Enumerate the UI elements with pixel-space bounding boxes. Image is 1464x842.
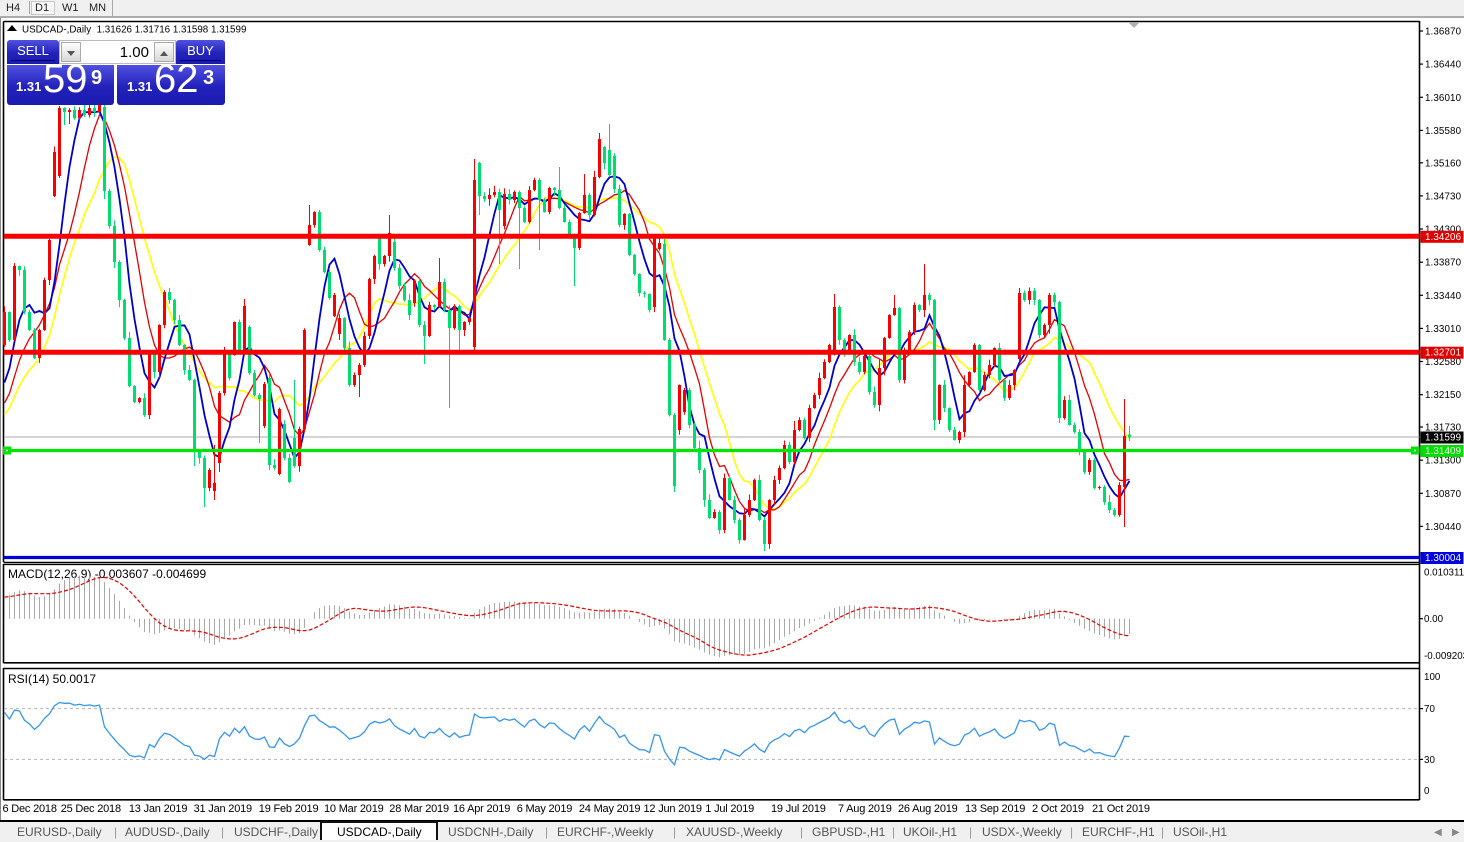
svg-text:-0.009203: -0.009203 (1424, 651, 1464, 662)
svg-text:21 Oct 2019: 21 Oct 2019 (1092, 803, 1150, 815)
svg-text:1.31409: 1.31409 (1425, 446, 1461, 457)
svg-text:0.010311: 0.010311 (1424, 568, 1464, 579)
svg-text:1.30870: 1.30870 (1425, 489, 1462, 500)
svg-text:1.32580: 1.32580 (1425, 357, 1462, 368)
svg-text:1.36440: 1.36440 (1425, 60, 1462, 71)
svg-text:19 Feb 2019: 19 Feb 2019 (259, 803, 319, 815)
svg-text:1.30004: 1.30004 (1425, 553, 1462, 564)
svg-text:10 Mar 2019: 10 Mar 2019 (324, 803, 384, 815)
svg-text:1.30440: 1.30440 (1425, 522, 1462, 533)
svg-text:1.33870: 1.33870 (1425, 258, 1462, 269)
svg-text:1.33440: 1.33440 (1425, 291, 1462, 302)
svg-text:1.31599: 1.31599 (1425, 433, 1461, 444)
svg-text:13 Jan 2019: 13 Jan 2019 (129, 803, 187, 815)
svg-text:USDCAD-,Daily 1.31626 1.31716: USDCAD-,Daily 1.31626 1.31716 1.31598 1.… (22, 25, 246, 36)
svg-text:1.31730: 1.31730 (1425, 423, 1462, 434)
svg-text:1.35580: 1.35580 (1425, 126, 1462, 137)
svg-text:MACD(12,26,9) -0.003607 -0.004: MACD(12,26,9) -0.003607 -0.004699 (8, 567, 206, 581)
svg-text:100: 100 (1424, 672, 1441, 683)
svg-text:1.34206: 1.34206 (1425, 232, 1462, 243)
svg-text:70: 70 (1424, 704, 1435, 715)
svg-text:16 Apr 2019: 16 Apr 2019 (453, 803, 510, 815)
svg-text:19 Jul 2019: 19 Jul 2019 (771, 803, 826, 815)
svg-text:1.33010: 1.33010 (1425, 324, 1462, 335)
svg-text:2 Oct 2019: 2 Oct 2019 (1032, 803, 1084, 815)
svg-text:6 Dec 2018: 6 Dec 2018 (3, 803, 57, 815)
svg-text:12 Jun 2019: 12 Jun 2019 (644, 803, 702, 815)
svg-text:RSI(14) 50.0017: RSI(14) 50.0017 (8, 672, 96, 686)
svg-text:1.34730: 1.34730 (1425, 191, 1462, 202)
svg-text:1.31300: 1.31300 (1425, 456, 1462, 467)
svg-text:26 Aug 2019: 26 Aug 2019 (898, 803, 958, 815)
svg-text:31 Jan 2019: 31 Jan 2019 (194, 803, 252, 815)
svg-text:24 May 2019: 24 May 2019 (579, 803, 640, 815)
svg-text:0.00: 0.00 (1424, 614, 1444, 625)
svg-text:13 Sep 2019: 13 Sep 2019 (965, 803, 1025, 815)
svg-text:0: 0 (1424, 786, 1430, 797)
svg-text:1.32150: 1.32150 (1425, 390, 1462, 401)
svg-text:1.36010: 1.36010 (1425, 93, 1462, 104)
svg-text:30: 30 (1424, 755, 1435, 766)
svg-text:28 Mar 2019: 28 Mar 2019 (389, 803, 449, 815)
svg-text:6 May 2019: 6 May 2019 (517, 803, 573, 815)
svg-text:1 Jul 2019: 1 Jul 2019 (705, 803, 754, 815)
svg-text:1.34300: 1.34300 (1425, 225, 1462, 236)
svg-text:1.32701: 1.32701 (1425, 348, 1461, 359)
svg-text:25 Dec 2018: 25 Dec 2018 (61, 803, 121, 815)
svg-text:7 Aug 2019: 7 Aug 2019 (838, 803, 892, 815)
svg-text:1.35160: 1.35160 (1425, 158, 1462, 169)
svg-text:1.36870: 1.36870 (1425, 27, 1462, 38)
